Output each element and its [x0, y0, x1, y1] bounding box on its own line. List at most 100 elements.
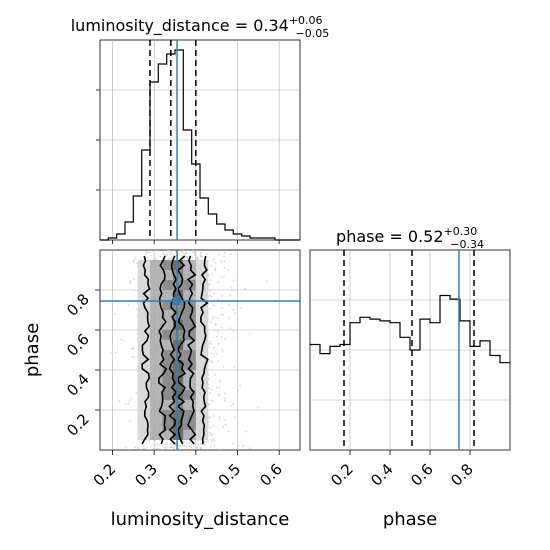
sample-point — [199, 443, 202, 445]
sample-point — [134, 446, 137, 449]
sample-point — [222, 425, 225, 428]
density-bin — [195, 300, 209, 310]
sample-point — [223, 255, 225, 258]
joint-samples — [110, 250, 268, 450]
density-bin — [172, 420, 184, 430]
density-bin — [162, 380, 173, 390]
sample-point — [132, 278, 135, 281]
sample-point — [129, 329, 132, 332]
density-bin — [172, 390, 184, 400]
sample-point — [169, 442, 172, 445]
sample-point — [210, 352, 213, 355]
sample-point — [156, 447, 158, 450]
sample-point — [162, 252, 165, 254]
sample-point — [199, 253, 201, 256]
x-tick-label: 0.4 — [367, 460, 397, 490]
sample-point — [193, 251, 196, 253]
sample-point — [153, 448, 156, 450]
sample-point — [206, 253, 208, 255]
density-bin — [162, 300, 173, 310]
sample-point — [220, 326, 223, 329]
density-bin — [195, 390, 209, 400]
sample-point — [217, 393, 220, 396]
density-bin — [150, 350, 163, 360]
sample-point — [149, 254, 152, 257]
density-bin — [150, 260, 163, 270]
sample-point — [222, 365, 225, 368]
sample-point — [130, 397, 133, 400]
sample-point — [168, 251, 171, 254]
sample-point — [184, 444, 186, 447]
contour-line — [176, 255, 187, 445]
sample-point — [156, 443, 159, 446]
sample-point — [217, 342, 220, 345]
sample-point — [212, 316, 215, 319]
sample-point — [227, 430, 230, 433]
density-bin — [137, 430, 150, 440]
density-bin — [150, 380, 163, 390]
sample-point — [217, 281, 220, 284]
sample-point — [230, 285, 232, 288]
sample-point — [145, 250, 148, 253]
density-bin — [183, 320, 196, 330]
density-bin — [137, 330, 150, 340]
sample-point — [124, 402, 127, 405]
x-tick-label: 0.2 — [90, 460, 120, 490]
panel-frame-joint — [99, 249, 301, 451]
sample-point — [212, 258, 215, 261]
density-bin — [195, 420, 209, 430]
sample-point — [169, 446, 172, 448]
sample-point — [214, 323, 217, 326]
sample-point — [188, 441, 191, 444]
sample-point — [209, 438, 212, 441]
sample-point — [217, 298, 220, 301]
sample-point — [196, 439, 199, 442]
density-bin — [172, 430, 184, 440]
sample-point — [266, 280, 268, 283]
density-bin — [137, 320, 150, 330]
sample-point — [210, 388, 213, 391]
density-bin — [150, 400, 163, 410]
sample-point — [208, 283, 211, 286]
sample-point — [182, 440, 185, 443]
sample-point — [212, 415, 215, 417]
sample-point — [210, 434, 212, 437]
sample-point — [167, 250, 169, 252]
sample-point — [191, 256, 193, 259]
density-bin — [172, 260, 184, 270]
sample-point — [171, 446, 174, 449]
sample-point — [212, 400, 214, 402]
density-bin — [195, 260, 209, 270]
x-tick-label: 0.6 — [256, 460, 286, 490]
sample-point — [237, 389, 239, 392]
sample-point — [170, 449, 173, 450]
density-bin — [183, 390, 196, 400]
density-bin — [172, 410, 184, 420]
sample-point — [120, 338, 122, 341]
density-bin — [150, 410, 163, 420]
density-bin — [150, 360, 163, 370]
sample-point — [223, 252, 226, 254]
sample-point — [178, 252, 181, 255]
sample-point — [223, 260, 226, 263]
sample-point — [142, 447, 145, 450]
sample-point — [182, 250, 184, 251]
density-bin — [183, 400, 196, 410]
density-bin — [150, 310, 163, 320]
density-bin — [150, 300, 163, 310]
sample-point — [165, 252, 168, 255]
sample-point — [115, 351, 118, 354]
sample-point — [133, 259, 136, 262]
sample-point — [162, 253, 165, 256]
density-bin — [137, 280, 150, 290]
sample-point — [217, 448, 220, 450]
sample-point — [213, 292, 216, 295]
sample-point — [164, 253, 167, 256]
density-bin — [137, 370, 150, 380]
density-bin — [183, 430, 196, 440]
sample-point — [154, 258, 157, 260]
sample-point — [232, 279, 235, 282]
sample-point — [129, 279, 132, 282]
sample-point — [210, 343, 213, 345]
density-bin — [183, 280, 196, 290]
